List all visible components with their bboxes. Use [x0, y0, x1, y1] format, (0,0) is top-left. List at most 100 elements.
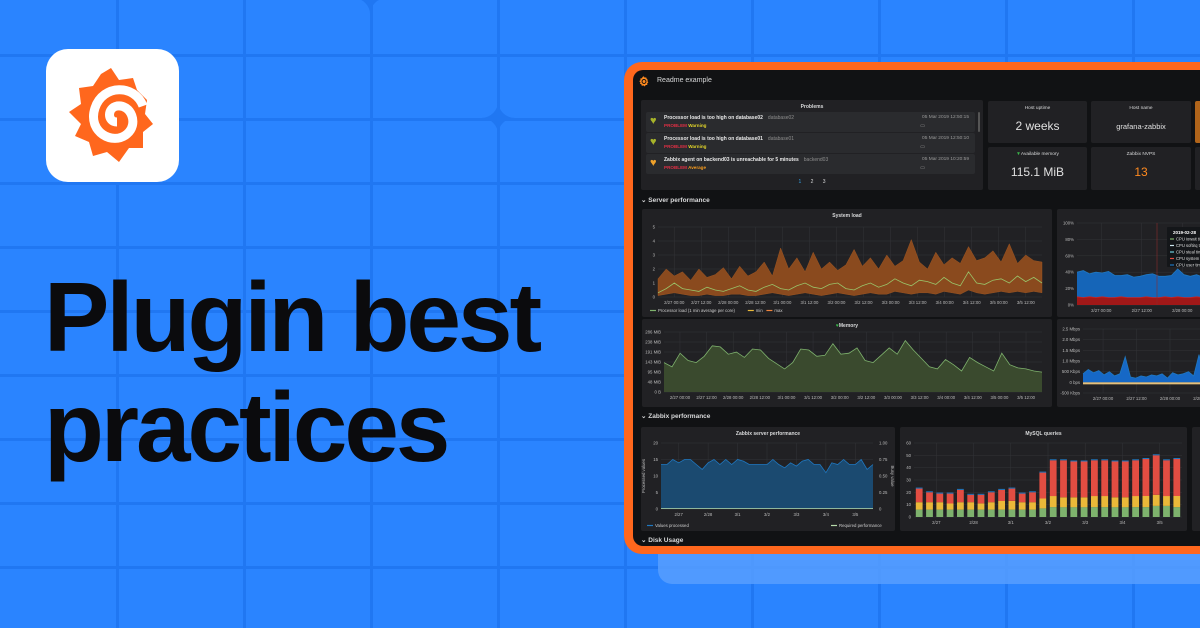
x-tick-label: 3/2 00:00	[831, 395, 850, 400]
x-tick-label: 2/27 00:00	[1093, 396, 1114, 401]
x-tick-label: 3/2	[764, 512, 771, 517]
bar-blue	[1049, 459, 1057, 461]
bar-blue	[1070, 460, 1078, 462]
chevron-down-icon: ⌄	[641, 197, 649, 204]
bar-green	[1121, 507, 1129, 517]
page-1[interactable]: 1	[798, 179, 802, 185]
severity-badge: Warning	[688, 123, 707, 128]
scrollbar[interactable]	[978, 112, 980, 132]
bar-blue	[1111, 460, 1119, 462]
x-tick-label: 3/1 12:00	[804, 395, 823, 400]
values-processed-line	[661, 458, 874, 474]
x-tick-label: 3/5	[1157, 520, 1164, 525]
x-tick-label: 3/4 00:00	[936, 300, 955, 305]
bar-blue	[1163, 459, 1170, 461]
bar-yellow	[967, 502, 975, 510]
y-tick-label: 1.0 Mbps	[1062, 359, 1080, 364]
legend-item: Required performance	[839, 523, 882, 528]
bar-green	[1152, 505, 1160, 517]
y-tick-label: 2	[653, 267, 656, 272]
headline: Plugin best practices	[44, 262, 542, 482]
bar-blue	[1039, 471, 1047, 473]
x-tick-label: 3/3	[1082, 520, 1089, 525]
problem-row[interactable]: ♥ Zabbix agent on backend03 is unreachab…	[646, 154, 975, 174]
y-tick-label: 40	[906, 465, 911, 470]
page-3[interactable]: 3	[822, 179, 826, 185]
x-tick-label: 3/5 12:00	[1017, 395, 1036, 400]
row-disk-usage[interactable]: ⌄ Disk Usage	[641, 537, 684, 544]
bar-blue	[1029, 491, 1036, 493]
y-tick-label: 238 MiB	[645, 340, 661, 345]
grid-line	[243, 0, 246, 628]
x-tick-label: 3/5 00:00	[990, 395, 1009, 400]
bar-yellow	[1121, 497, 1129, 508]
y2-axis-label: Busy value	[890, 465, 895, 487]
memory-line	[663, 339, 1043, 373]
grid-line	[370, 0, 373, 628]
problem-time: 05 Mar 2019 10:20:59	[922, 157, 969, 162]
y2-tick-label: 0.50	[879, 474, 888, 479]
stat-zabbix-nvps: Zabbix NVPS 13	[1091, 147, 1191, 190]
grid-line	[0, 54, 1200, 57]
x-tick-label: 3/4	[1119, 520, 1126, 525]
bar-red	[936, 493, 944, 503]
bar-green	[1142, 507, 1150, 517]
cpu-system-area	[1077, 296, 1200, 305]
problem-host: database01	[767, 136, 795, 142]
x-tick-label: 3/2 12:00	[857, 395, 876, 400]
bar-green	[967, 509, 975, 517]
y-tick-label: 0	[909, 515, 912, 520]
bar-green	[1018, 509, 1026, 517]
bar-green	[1080, 507, 1088, 517]
bar-green	[1060, 507, 1067, 517]
problem-row[interactable]: ♥ Processor load is too high on database…	[646, 133, 975, 153]
y-tick-label: 0 B	[655, 390, 662, 395]
max-min-band	[657, 239, 1043, 296]
headline-line1: Plugin best	[44, 262, 542, 372]
problem-time: 05 Mar 2019 12:50:10	[922, 136, 969, 141]
y-tick-label: 2.5 Mbps	[1062, 327, 1080, 332]
x-tick-label: 3/1 12:00	[800, 300, 819, 305]
page-2[interactable]: 2	[810, 179, 814, 185]
x-tick-label: 3/1 00:00	[773, 300, 792, 305]
chevron-down-icon: ⌄	[641, 413, 649, 420]
x-tick-label: 3/5	[852, 512, 859, 517]
problem-row[interactable]: ♥ Processor load is too high on database…	[646, 112, 975, 132]
bar-yellow	[915, 502, 923, 510]
bar-blue	[967, 493, 975, 495]
bar-green	[1039, 508, 1047, 517]
y-tick-label: 1	[653, 281, 656, 286]
bar-yellow	[926, 502, 933, 510]
comment-icon[interactable]: ▭	[920, 144, 925, 150]
grid-line	[116, 0, 119, 628]
x-tick-label: 3/4 00:00	[937, 395, 956, 400]
comment-icon[interactable]: ▭	[920, 123, 925, 129]
bar-green	[1008, 509, 1016, 517]
grafana-logo-icon	[68, 67, 153, 162]
network-in-line	[1082, 354, 1200, 379]
x-tick-label: 3/4	[823, 512, 830, 517]
row-server-performance[interactable]: ⌄ Server performance	[641, 197, 710, 204]
bar-blue	[987, 491, 995, 493]
zabbix-server-chart: 0 5 10 15 20 2/27 2/28 3/1 3/2 3/3 3/4 3/5 0 0.25 0.50…	[641, 441, 895, 529]
tooltip-item: CPU steal tim	[1176, 250, 1200, 255]
memory-area	[664, 340, 1042, 392]
status-badge: PROBLEM	[664, 144, 687, 149]
bar-red	[1091, 460, 1098, 497]
y-tick-label: 0%	[1068, 303, 1074, 308]
bar-red	[1142, 459, 1150, 496]
bar-blue	[977, 493, 985, 495]
bar-yellow	[946, 503, 954, 510]
dashboard-title[interactable]: Readme example	[657, 77, 712, 84]
y-tick-label: 20%	[1065, 286, 1074, 291]
bar-green	[1070, 507, 1078, 517]
bar-green	[1101, 507, 1109, 517]
comment-icon[interactable]: ▭	[920, 165, 925, 171]
x-tick-label: 2/27	[932, 520, 941, 525]
row-zabbix-performance[interactable]: ⌄ Zabbix performance	[641, 413, 711, 420]
x-tick-label: 2/27 12:00	[1126, 396, 1147, 401]
stat-available-memory: ▼Available memory 115.1 MiB	[988, 147, 1087, 190]
x-tick-label: 3/2	[1045, 520, 1052, 525]
y-tick-label: 80%	[1065, 237, 1074, 242]
bar-red	[977, 494, 985, 504]
